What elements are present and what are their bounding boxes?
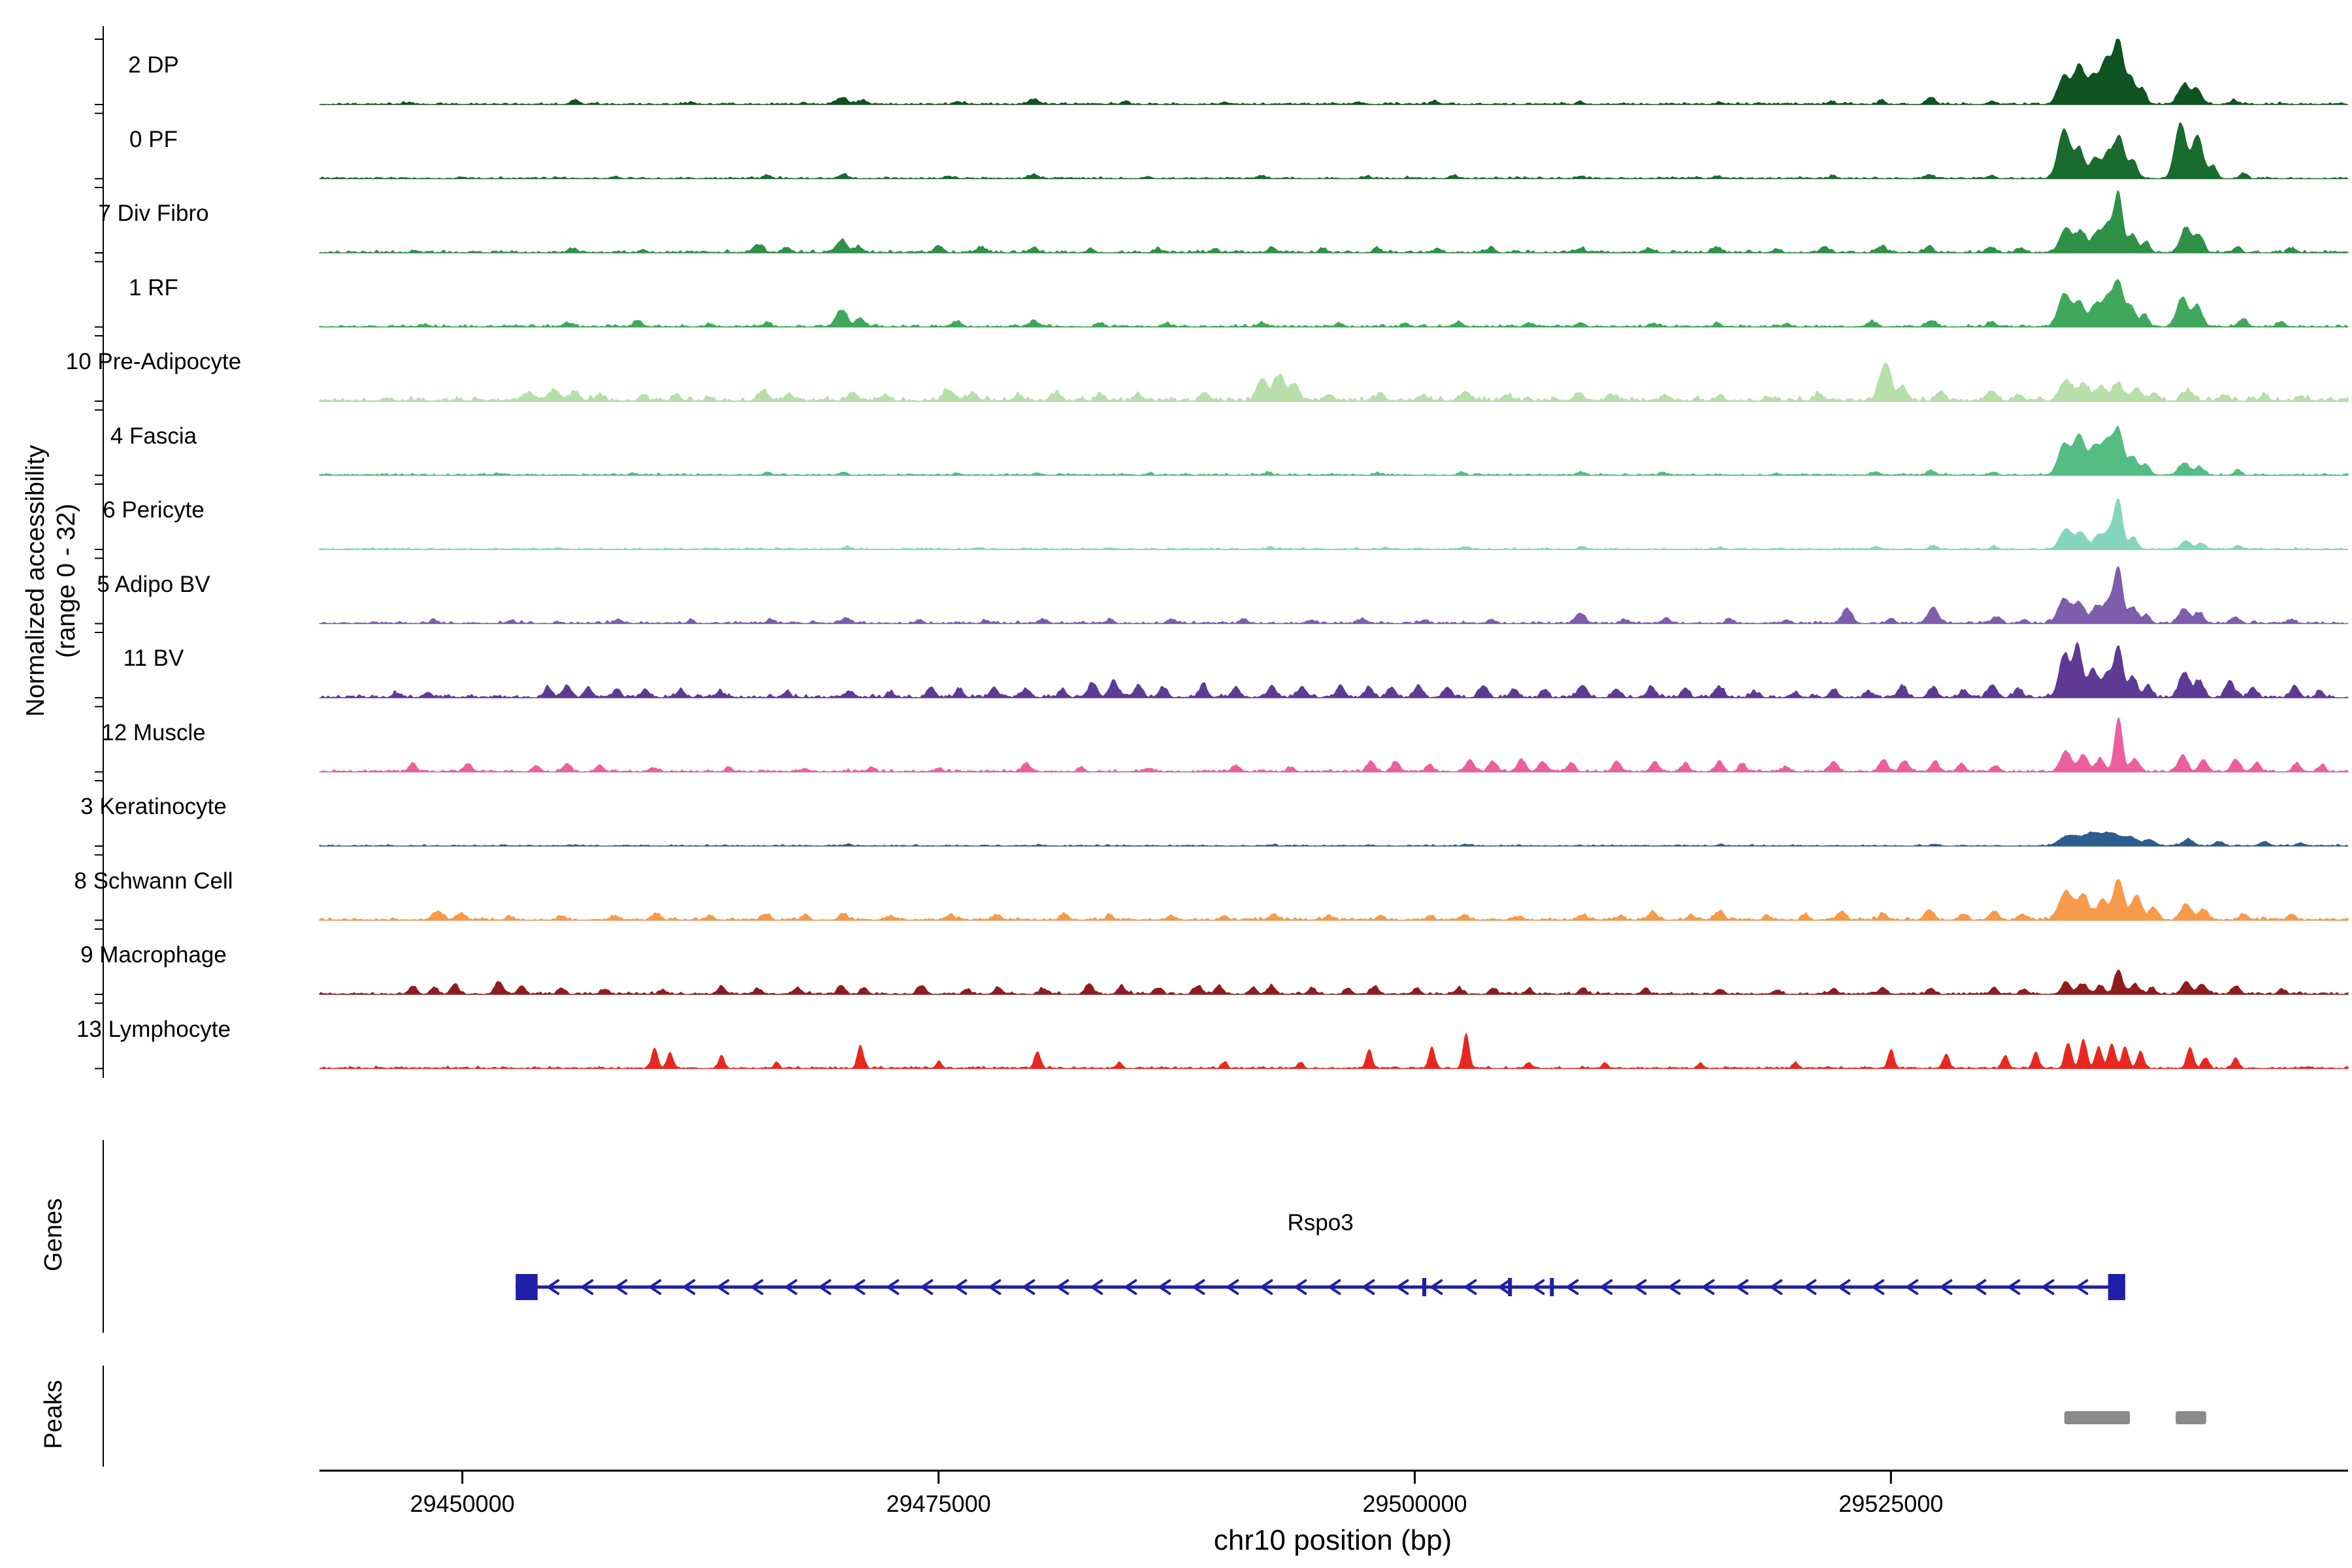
track-label-7-div-fibro: 7 Div Fibro	[98, 201, 209, 226]
x-tick-label-29525000: 29525000	[1838, 1490, 1944, 1517]
x-axis-title: chr10 position (bp)	[1213, 1524, 1452, 1556]
track-label-11-bv: 11 BV	[123, 645, 184, 671]
track-label-12-muscle: 12 Muscle	[101, 719, 206, 745]
x-tick-label-29475000: 29475000	[886, 1490, 991, 1517]
track-label-8-schwann-cell: 8 Schwann Cell	[74, 868, 233, 894]
track-label-4-fascia: 4 Fascia	[110, 423, 197, 449]
track-label-0-pf: 0 PF	[129, 126, 178, 152]
peaks-section-label: Peaks	[40, 1380, 67, 1449]
gene-name-label: Rspo3	[1287, 1210, 1354, 1235]
track-label-6-pericyte: 6 Pericyte	[103, 497, 204, 523]
track-label-13-lymphocyte: 13 Lymphocyte	[76, 1016, 231, 1042]
track-label-1-rf: 1 RF	[129, 274, 178, 301]
track-label-9-macrophage: 9 Macrophage	[80, 942, 227, 968]
track-label-5-adipo-bv: 5 Adipo BV	[97, 571, 210, 597]
track-label-10-pre-adipocyte: 10 Pre-Adipocyte	[65, 349, 242, 374]
x-tick-label-29500000: 29500000	[1362, 1490, 1467, 1517]
x-tick-label-29450000: 29450000	[410, 1490, 515, 1517]
track-label-3-keratinocyte: 3 Keratinocyte	[80, 794, 227, 819]
track-label-2-dp: 2 DP	[128, 52, 179, 78]
